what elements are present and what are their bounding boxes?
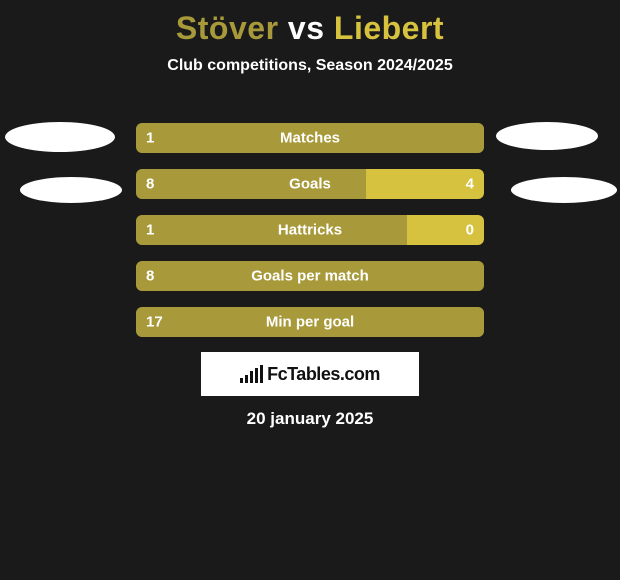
stat-value-left: 1 — [146, 222, 154, 239]
stat-bar-left — [136, 215, 407, 245]
brand-name: FcTables.com — [267, 364, 380, 385]
stat-bar-left — [136, 169, 366, 199]
stat-value-right: 0 — [466, 222, 474, 239]
stat-value-right: 4 — [466, 176, 474, 193]
stat-label: Hattricks — [278, 222, 342, 239]
stat-row: 1 Matches — [136, 123, 484, 153]
stat-row: 1 0 Hattricks — [136, 215, 484, 245]
stat-label: Min per goal — [266, 314, 354, 331]
stat-label: Goals per match — [251, 268, 369, 285]
player2-avatar-placeholder — [496, 122, 598, 150]
page-title: Stöver vs Liebert — [0, 0, 620, 47]
brand-logo: FcTables.com — [201, 352, 419, 396]
player2-avatar-placeholder-2 — [511, 177, 617, 203]
stat-row: 17 Min per goal — [136, 307, 484, 337]
comparison-bars: 1 Matches 8 4 Goals 1 0 Hattricks 8 Goals per mat… — [136, 123, 484, 353]
stat-value-left: 1 — [146, 130, 154, 147]
stat-value-left: 17 — [146, 314, 163, 331]
player1-name: Stöver — [176, 10, 279, 46]
stat-value-left: 8 — [146, 268, 154, 285]
bars-chart-icon — [240, 365, 263, 383]
player2-name: Liebert — [334, 10, 444, 46]
stat-value-left: 8 — [146, 176, 154, 193]
subtitle: Club competitions, Season 2024/2025 — [0, 57, 620, 75]
vs-text: vs — [288, 10, 325, 46]
player1-avatar-placeholder — [5, 122, 115, 152]
stat-label: Goals — [289, 176, 331, 193]
stat-label: Matches — [280, 130, 340, 147]
footer-date: 20 january 2025 — [247, 409, 374, 429]
stat-row: 8 Goals per match — [136, 261, 484, 291]
player1-avatar-placeholder-2 — [20, 177, 122, 203]
stat-row: 8 4 Goals — [136, 169, 484, 199]
